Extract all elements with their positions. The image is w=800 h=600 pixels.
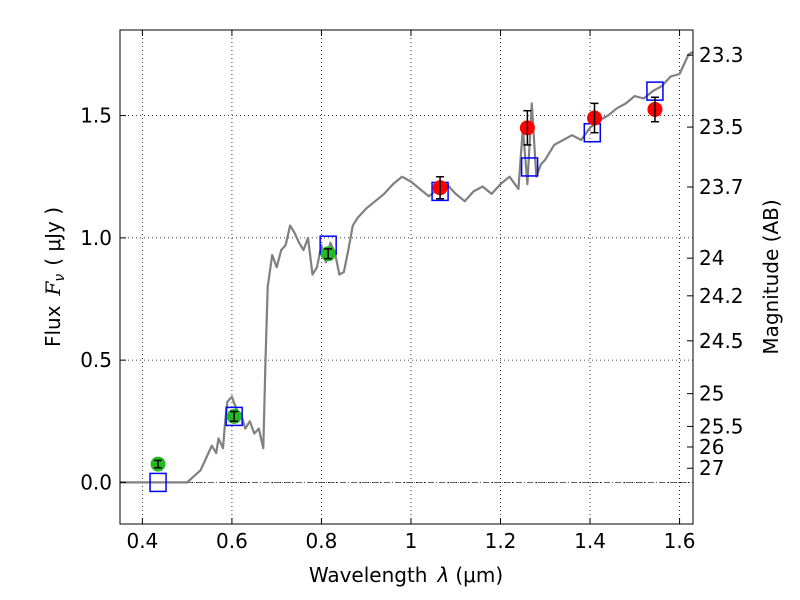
magnitude-tick-label: 23.3	[699, 43, 744, 67]
model-points-layer	[149, 81, 664, 493]
model-square-marker	[520, 157, 539, 177]
y-ticks-layer: 0.0 0.5 1.0 1.5	[80, 104, 126, 494]
x-tick-label: 0.4	[126, 529, 158, 553]
x-tick-label: 0.8	[306, 529, 338, 553]
y-tick-label: 1.0	[80, 226, 112, 250]
x-tick-label: 1.6	[664, 529, 696, 553]
grid-layer	[120, 30, 693, 524]
magnitude-tick-label: 23.7	[699, 175, 744, 199]
magnitude-tick-label: 24.5	[699, 329, 744, 353]
model-square-marker	[225, 406, 243, 427]
magnitude-tick-label: 27	[699, 456, 724, 480]
x-tick-label: 0.6	[216, 529, 248, 553]
y-tick-label: 1.5	[80, 104, 112, 128]
magnitude-tick-label: 24.2	[699, 284, 744, 308]
spectrum-layer	[120, 51, 694, 484]
y-tick-label: 0.5	[80, 348, 112, 372]
magnitude-tick-label: 25	[699, 382, 724, 406]
x-axis-label: Wavelength λ (μm)	[309, 563, 503, 587]
observed-points-layer	[150, 96, 663, 472]
x-tick-label: 1.2	[485, 529, 517, 553]
y-tick-label: 0.0	[80, 470, 112, 494]
magnitude-tick-label: 23.5	[699, 115, 744, 139]
model-square-marker	[149, 472, 167, 493]
x-tick-label: 1.4	[574, 529, 606, 553]
plot-frame	[119, 29, 694, 525]
y-axis-label: FluxFν( μJy )	[41, 207, 68, 347]
magnitude-tick-label: 24	[699, 246, 724, 270]
right-axis-label: Magnitude (AB)	[759, 199, 783, 354]
template-spectrum-line	[120, 51, 694, 484]
x-ticks-layer: 0.4 0.6 0.8 1 1.2 1.4 1.6	[126, 30, 695, 553]
x-tick-label: 1	[405, 529, 418, 553]
magnitude-tick-label: 25.5	[699, 414, 744, 438]
magnitude-tick-label: 26	[699, 435, 724, 459]
